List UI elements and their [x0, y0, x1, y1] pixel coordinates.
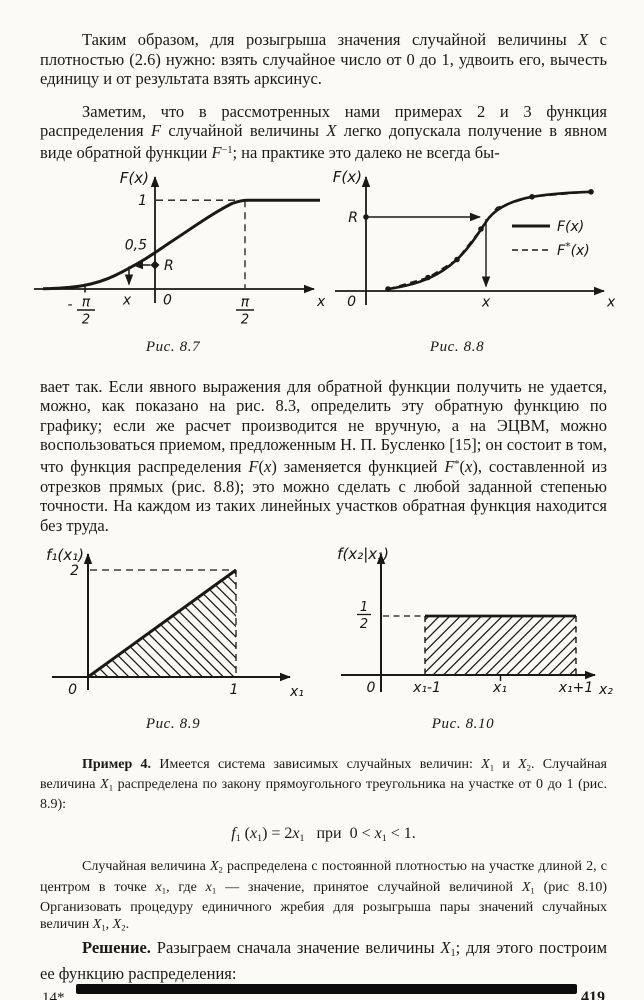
fig87-tick-05: 0,5	[125, 237, 147, 253]
fig87-pos-pi: π	[241, 294, 250, 310]
paragraph-6: Решение. Разыграем сначала значение вели…	[40, 938, 608, 983]
fig89-y-axis-label: f₁(x₁)	[46, 546, 84, 564]
fig87-neg-pi: π	[82, 294, 91, 310]
fig88-node-dot	[425, 274, 431, 280]
page-footer: 14* 419	[40, 989, 607, 1000]
paragraph-4: Пример 4. Имеется система зависимых случ…	[40, 756, 607, 813]
signature-mark: 14*	[42, 990, 65, 1000]
fig88-node-dot	[588, 188, 594, 195]
fig88-node-dot	[385, 285, 391, 292]
fig89-tick-2: 2	[70, 563, 79, 579]
fig87-tick-1: 1	[138, 193, 147, 209]
fig89-density-line	[87, 568, 237, 678]
fig810-frac-den: 2	[360, 617, 368, 632]
fig810-x-mid-label: x₁	[492, 680, 507, 696]
fig810-y-axis-label: f(x₂|x₁)	[337, 545, 389, 563]
fig88-node-dot	[478, 225, 484, 232]
figure-row-2: f₁(x₁) 2 0 1 x₁ f(x₂|x₁) 1 2 0 x₁-1 x₁ x…	[0, 544, 644, 748]
fig88-legend-dashed-label: F*(x)	[557, 240, 590, 259]
fig88-x-sample-label: x	[481, 294, 491, 310]
fig87-y-axis-label: F(x)	[120, 169, 149, 187]
fig810-frac-num: 1	[360, 600, 368, 615]
fig88-node-dot	[454, 256, 460, 262]
fig88-cdf-curve	[387, 190, 592, 290]
fig810-origin-label: 0	[367, 680, 376, 696]
fig88-origin-label: 0	[347, 294, 356, 310]
paragraph-2: Заметим, что в рассмотренных нами пример…	[40, 101, 608, 163]
fig87-x-axis-label: x	[316, 294, 325, 310]
fig89-tick-1: 1	[230, 682, 239, 698]
fig88-x-axis-label: x	[606, 294, 616, 310]
fig88-legend-solid-label: F(x)	[557, 219, 584, 235]
paragraph-1: Таким образом, для розыгрыша значения сл…	[40, 30, 607, 89]
figure-8-7-caption: Рис. 8.7	[145, 338, 201, 355]
fig88-legend-rest: (x)	[571, 243, 590, 259]
fig87-pos-two: 2	[241, 312, 249, 327]
fig87-r-marker	[150, 260, 160, 270]
paragraph-3: вает так. Если явного выражения для обра…	[40, 376, 607, 535]
figure-8-10-caption: Рис. 8.10	[431, 715, 495, 732]
figure-row-1: F(x) 1 0,5 R - π 2 x 0 π 2 x	[0, 167, 644, 367]
fig88-node-dot	[529, 193, 535, 200]
fig810-x-right-label: x₁+1	[558, 680, 594, 696]
fig87-cdf-curve	[42, 198, 320, 290]
fig87-r-label: R	[164, 258, 174, 274]
fig88-y-axis-label: F(x)	[333, 168, 362, 186]
scan-artifact-bar	[76, 984, 577, 994]
fig87-neg-two: 2	[82, 312, 90, 327]
page-number: 419	[581, 989, 605, 1000]
fig810-x-left-label: x₁-1	[412, 680, 441, 696]
fig89-origin-label: 0	[68, 682, 77, 698]
fig88-legend-star: *	[565, 240, 571, 253]
paragraph-5: Случайная величина X2 распределена с пос…	[40, 859, 607, 933]
fig810-hatched-rect	[425, 615, 576, 675]
text-column-2: вает так. Если явного выражения для обра…	[0, 367, 644, 536]
figure-8-8-caption: Рис. 8.8	[429, 338, 485, 355]
fig89-x-axis-label: x₁	[289, 684, 304, 700]
figure-8-7: F(x) 1 0,5 R - π 2 x 0 π 2 x	[34, 169, 325, 327]
figure-8-9-caption: Рис. 8.9	[145, 715, 201, 732]
fig88-r-label: R	[348, 210, 358, 226]
figure-8-8: F(x) R 0 x x F(x) F*(x)	[333, 168, 616, 311]
figure-8-10: f(x₂|x₁) 1 2 0 x₁-1 x₁ x₁+1 x₂	[337, 545, 613, 698]
text-column: Таким образом, для розыгрыша значения сл…	[0, 0, 644, 163]
formula-f1: f1 (x1) = 2x1 при 0 < x1 < 1.	[231, 825, 416, 845]
fig87-minus-sign: -	[67, 297, 72, 313]
figure-8-9: f₁(x₁) 2 0 1 x₁	[46, 546, 304, 700]
fig810-x-axis-label: x₂	[598, 682, 613, 698]
text-column-3: Пример 4. Имеется система зависимых случ…	[0, 748, 644, 1000]
fig87-x-sample-label: x	[122, 292, 132, 308]
fig87-origin-label: 0	[163, 292, 172, 308]
fig88-piecewise-curve	[387, 190, 592, 290]
fig88-legend-f: F	[557, 243, 566, 259]
